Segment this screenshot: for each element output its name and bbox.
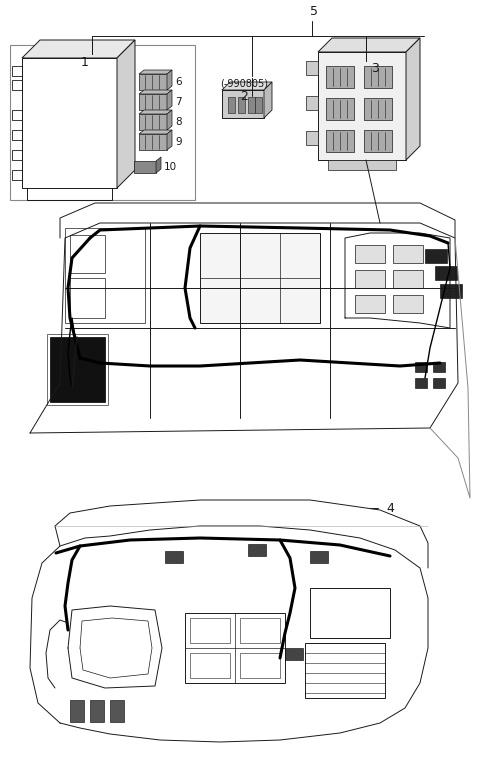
Text: 2: 2 xyxy=(240,90,248,103)
Text: 7: 7 xyxy=(175,97,181,107)
Polygon shape xyxy=(139,94,167,110)
Text: 9: 9 xyxy=(175,137,181,147)
Polygon shape xyxy=(139,90,172,94)
Bar xyxy=(355,295,385,313)
Polygon shape xyxy=(306,61,318,75)
Polygon shape xyxy=(433,362,445,372)
Polygon shape xyxy=(433,378,445,388)
Polygon shape xyxy=(110,700,124,722)
Text: 5: 5 xyxy=(310,5,318,18)
Bar xyxy=(70,278,105,318)
Polygon shape xyxy=(364,130,392,152)
Polygon shape xyxy=(264,82,272,118)
Polygon shape xyxy=(415,362,427,372)
Polygon shape xyxy=(139,114,167,130)
Polygon shape xyxy=(117,40,135,188)
Polygon shape xyxy=(22,40,135,58)
Polygon shape xyxy=(425,249,447,263)
Text: 1: 1 xyxy=(81,56,89,69)
Polygon shape xyxy=(364,66,392,88)
Polygon shape xyxy=(222,90,264,118)
Bar xyxy=(65,228,145,323)
Bar xyxy=(200,233,320,323)
Polygon shape xyxy=(326,66,354,88)
Bar xyxy=(393,270,423,288)
Polygon shape xyxy=(406,38,420,160)
Bar xyxy=(190,618,230,643)
Polygon shape xyxy=(326,130,354,152)
Polygon shape xyxy=(70,700,84,722)
Polygon shape xyxy=(364,98,392,120)
Bar xyxy=(22,58,117,188)
Bar xyxy=(12,66,22,76)
Polygon shape xyxy=(326,98,354,120)
Text: 4: 4 xyxy=(386,502,394,514)
Text: 10: 10 xyxy=(164,162,177,172)
Polygon shape xyxy=(139,134,167,150)
Polygon shape xyxy=(90,700,104,722)
Polygon shape xyxy=(415,378,427,388)
Bar xyxy=(240,653,280,678)
Bar xyxy=(393,245,423,263)
Polygon shape xyxy=(134,161,156,173)
Polygon shape xyxy=(310,551,328,563)
Polygon shape xyxy=(222,82,272,90)
Polygon shape xyxy=(440,284,462,298)
Bar xyxy=(190,653,230,678)
Polygon shape xyxy=(167,130,172,150)
Text: (-990805): (-990805) xyxy=(220,78,268,88)
Bar xyxy=(238,97,245,113)
Bar xyxy=(12,130,22,140)
Text: 3: 3 xyxy=(371,62,379,75)
Polygon shape xyxy=(167,90,172,110)
Polygon shape xyxy=(139,110,172,114)
Bar xyxy=(355,270,385,288)
Polygon shape xyxy=(435,266,457,280)
Polygon shape xyxy=(167,110,172,130)
Text: 6: 6 xyxy=(175,77,181,87)
Bar xyxy=(240,618,280,643)
Polygon shape xyxy=(306,96,318,110)
Polygon shape xyxy=(167,70,172,90)
Bar xyxy=(12,170,22,180)
Bar xyxy=(255,97,262,113)
Bar xyxy=(393,295,423,313)
Bar xyxy=(248,97,255,113)
Bar xyxy=(310,588,390,638)
Bar xyxy=(355,245,385,263)
Polygon shape xyxy=(139,70,172,74)
Bar xyxy=(185,613,285,683)
Polygon shape xyxy=(139,74,167,90)
Bar xyxy=(70,235,105,273)
Bar xyxy=(12,80,22,90)
Polygon shape xyxy=(285,648,303,660)
Polygon shape xyxy=(50,337,105,402)
Bar xyxy=(228,97,235,113)
Bar xyxy=(10,45,195,200)
Bar xyxy=(47,334,108,405)
Bar xyxy=(12,110,22,120)
Polygon shape xyxy=(139,130,172,134)
Polygon shape xyxy=(318,38,420,52)
Polygon shape xyxy=(156,157,161,173)
Bar xyxy=(305,643,385,698)
Polygon shape xyxy=(248,544,266,556)
Polygon shape xyxy=(306,131,318,145)
Polygon shape xyxy=(328,160,396,170)
Bar xyxy=(318,52,406,160)
Bar xyxy=(12,150,22,160)
Polygon shape xyxy=(165,551,183,563)
Text: 8: 8 xyxy=(175,117,181,127)
